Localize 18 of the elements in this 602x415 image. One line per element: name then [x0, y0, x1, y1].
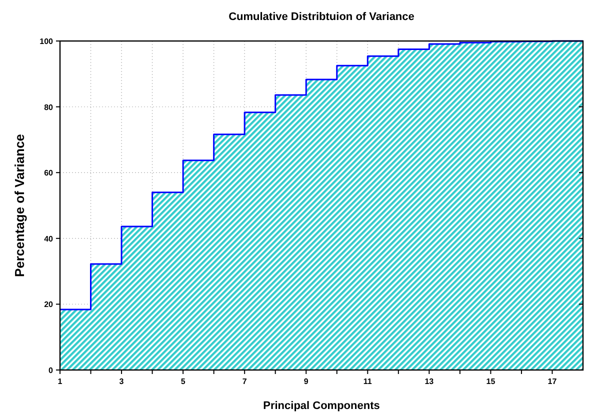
x-tick-label: 13 [424, 377, 434, 386]
y-tick-label: 100 [40, 37, 54, 46]
x-tick-label: 3 [119, 377, 124, 386]
y-tick-label: 40 [44, 234, 54, 244]
x-tick-label: 1 [58, 377, 63, 386]
y-tick-label: 60 [44, 168, 54, 178]
x-tick-label: 5 [180, 377, 186, 386]
y-axis-title: Percentage of Variance [12, 134, 27, 278]
x-tick-label: 17 [548, 377, 558, 386]
x-tick-label: 7 [242, 377, 248, 386]
y-tick-label: 20 [44, 300, 54, 310]
chart-title: Cumulative Distribtuion of Variance [228, 11, 414, 23]
x-tick-label: 11 [363, 377, 372, 386]
x-axis-title: Principal Components [263, 400, 380, 412]
y-tick-label: 0 [48, 366, 54, 375]
x-tick-label: 9 [304, 377, 309, 386]
y-tick-label: 80 [44, 102, 54, 112]
x-tick-label: 15 [486, 377, 496, 386]
